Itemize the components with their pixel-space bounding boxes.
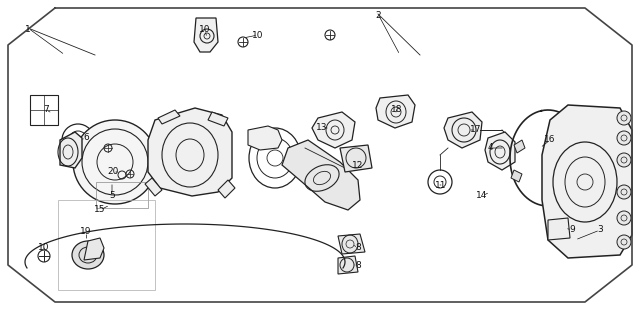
Text: 14: 14 (476, 192, 488, 201)
Text: 2: 2 (375, 11, 381, 20)
Polygon shape (218, 180, 235, 198)
Text: 12: 12 (352, 161, 364, 170)
Circle shape (617, 111, 631, 125)
Text: 1: 1 (25, 25, 31, 34)
Text: 8: 8 (355, 260, 361, 269)
Polygon shape (84, 238, 104, 260)
Polygon shape (282, 140, 360, 210)
Ellipse shape (72, 241, 104, 269)
Polygon shape (194, 18, 218, 52)
Polygon shape (444, 112, 482, 148)
Text: 16: 16 (544, 135, 556, 144)
Polygon shape (338, 256, 358, 274)
Polygon shape (158, 110, 180, 124)
Circle shape (617, 235, 631, 249)
Circle shape (617, 131, 631, 145)
Text: 13: 13 (316, 123, 328, 132)
Polygon shape (485, 132, 515, 170)
Polygon shape (340, 145, 372, 172)
Text: 4: 4 (487, 144, 493, 153)
Circle shape (617, 153, 631, 167)
Text: 15: 15 (94, 206, 106, 215)
Polygon shape (338, 234, 365, 254)
Text: 6: 6 (83, 134, 89, 143)
Text: 7: 7 (43, 105, 49, 114)
Text: 18: 18 (391, 105, 403, 114)
Text: 10: 10 (199, 25, 211, 34)
Ellipse shape (73, 120, 157, 204)
Text: 19: 19 (80, 228, 92, 237)
Polygon shape (376, 95, 415, 128)
Circle shape (617, 185, 631, 199)
Polygon shape (248, 126, 282, 150)
Polygon shape (148, 108, 232, 196)
Text: 20: 20 (108, 167, 118, 176)
Polygon shape (511, 170, 522, 182)
Circle shape (617, 211, 631, 225)
Text: 10: 10 (38, 243, 50, 253)
Polygon shape (208, 112, 228, 126)
Text: 9: 9 (569, 225, 575, 234)
Text: 8: 8 (355, 243, 361, 253)
Polygon shape (542, 105, 632, 258)
Text: 10: 10 (252, 30, 264, 39)
Text: 17: 17 (470, 126, 482, 135)
Polygon shape (60, 132, 82, 168)
Text: 3: 3 (597, 225, 603, 234)
Text: 11: 11 (435, 180, 447, 189)
Polygon shape (514, 140, 525, 153)
Polygon shape (145, 178, 162, 196)
Text: 5: 5 (109, 191, 115, 200)
Polygon shape (312, 112, 355, 148)
Polygon shape (548, 218, 570, 240)
